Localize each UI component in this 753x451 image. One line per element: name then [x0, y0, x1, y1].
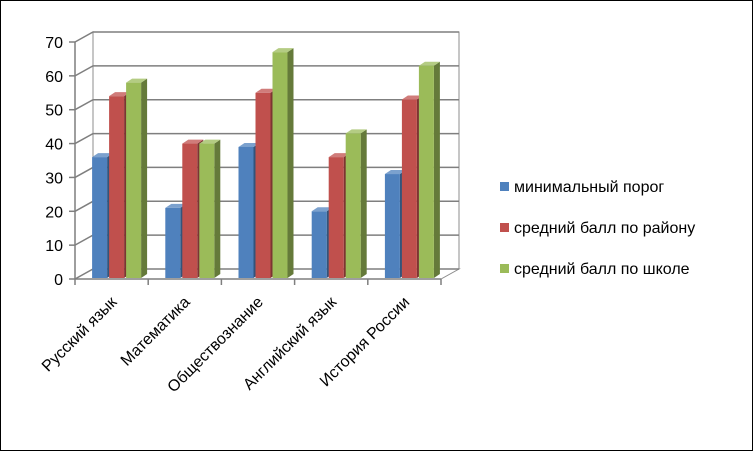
bar-top: [311, 207, 333, 212]
bar-side: [141, 78, 148, 278]
bar-top: [328, 153, 350, 158]
y-tick-label: 10: [45, 238, 63, 255]
legend-item: минимальный порог: [500, 179, 664, 196]
bar-front: [238, 146, 254, 278]
y-tick-label: 60: [45, 69, 63, 86]
bar-top: [238, 142, 260, 147]
bar-front: [165, 207, 181, 278]
y-tick-label: 40: [45, 137, 63, 154]
side-wall: [74, 31, 94, 280]
y-tick-label: 50: [45, 103, 63, 120]
bar-top: [255, 88, 277, 93]
bar: [126, 78, 148, 278]
bar-top: [199, 139, 221, 144]
y-tick-label: 70: [45, 35, 63, 52]
bar-top: [109, 92, 131, 97]
legend-item: средний балл по школе: [500, 261, 690, 278]
bar-top: [126, 78, 148, 83]
legend-label: средний балл по школе: [514, 261, 690, 278]
bar-side: [360, 129, 367, 278]
bar-front: [311, 211, 327, 278]
axes: [69, 41, 442, 285]
y-tick-label: 0: [54, 272, 63, 289]
bar-front: [328, 157, 344, 278]
bar-front: [92, 157, 108, 278]
bar-front: [384, 174, 400, 278]
bar-front: [272, 52, 288, 279]
x-tick-label: Русский язык: [39, 293, 121, 375]
bar-top: [272, 48, 294, 53]
bar-front: [418, 65, 434, 278]
legend-swatch: [500, 182, 509, 191]
legend-label: минимальный порог: [514, 179, 664, 196]
gridline: [74, 132, 459, 145]
gridline: [74, 65, 459, 77]
legend: минимальный порог средний балл по району с…: [500, 179, 695, 278]
y-tick-label: 30: [45, 170, 63, 187]
x-axis-tick-labels: Русский языкМатематикаОбществознаниеАнгл…: [39, 293, 413, 396]
bars: [92, 48, 440, 279]
bar-side: [433, 61, 440, 279]
bar-top: [92, 153, 114, 158]
bar-front: [401, 99, 417, 278]
bar-top: [401, 95, 423, 100]
bar-top: [182, 139, 204, 144]
bar: [418, 61, 440, 279]
legend-swatch: [500, 223, 509, 232]
legend-swatch: [500, 264, 509, 273]
bar-top: [418, 61, 440, 66]
bar-top: [345, 129, 367, 134]
bar: [199, 139, 221, 278]
bar-side: [287, 48, 294, 279]
bar: [345, 129, 367, 278]
bar-front: [255, 92, 271, 279]
bar: [272, 48, 294, 279]
bar-top: [384, 170, 406, 175]
bar-front: [126, 82, 142, 278]
bar-front: [199, 143, 215, 278]
bar-front: [182, 143, 198, 278]
bar-top: [165, 203, 187, 208]
x-tick-label: Математика: [118, 294, 194, 370]
legend-label: средний балл по району: [514, 220, 695, 237]
gridline: [74, 98, 459, 111]
legend-item: средний балл по району: [500, 220, 695, 237]
bar-front: [345, 133, 361, 278]
y-tick-label: 20: [45, 204, 63, 221]
bar-front: [109, 96, 125, 279]
bar-side: [214, 139, 221, 278]
gridline: [74, 31, 459, 43]
y-axis-tick-labels: 0 10 20 30 40 50 60 70: [45, 35, 63, 289]
